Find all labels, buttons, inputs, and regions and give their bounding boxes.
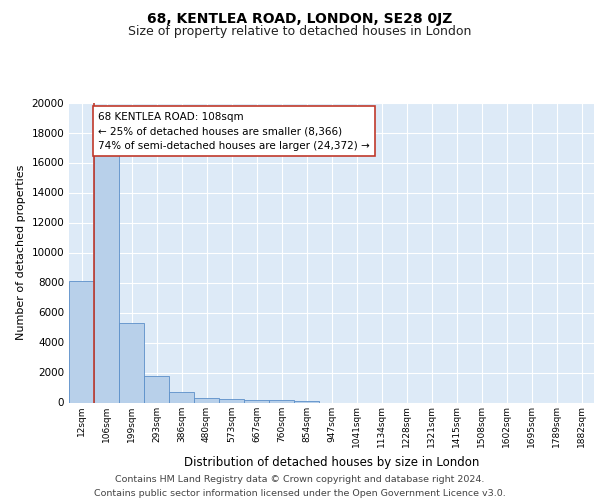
X-axis label: Distribution of detached houses by size in London: Distribution of detached houses by size … xyxy=(184,456,479,468)
Text: Size of property relative to detached houses in London: Size of property relative to detached ho… xyxy=(128,25,472,38)
Y-axis label: Number of detached properties: Number of detached properties xyxy=(16,165,26,340)
Bar xyxy=(194,398,219,402)
Bar xyxy=(94,152,119,403)
Bar xyxy=(244,400,269,402)
Bar xyxy=(119,323,144,402)
Bar xyxy=(294,400,319,402)
Text: 68, KENTLEA ROAD, LONDON, SE28 0JZ: 68, KENTLEA ROAD, LONDON, SE28 0JZ xyxy=(148,12,452,26)
Bar xyxy=(69,281,94,402)
Bar xyxy=(144,376,169,402)
Bar xyxy=(219,399,244,402)
Text: 68 KENTLEA ROAD: 108sqm
← 25% of detached houses are smaller (8,366)
74% of semi: 68 KENTLEA ROAD: 108sqm ← 25% of detache… xyxy=(98,112,370,151)
Bar xyxy=(269,400,294,402)
Bar xyxy=(169,392,194,402)
Text: Contains HM Land Registry data © Crown copyright and database right 2024.
Contai: Contains HM Land Registry data © Crown c… xyxy=(94,476,506,498)
